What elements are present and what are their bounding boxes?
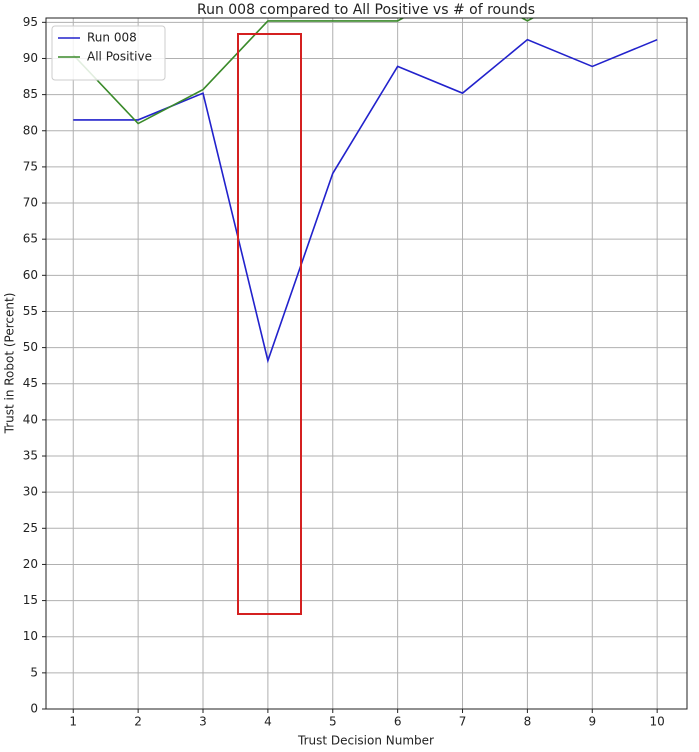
chart-title: Run 008 compared to All Positive vs # of… — [197, 2, 535, 18]
legend-label: All Positive — [87, 50, 152, 64]
x-tick-label: 6 — [394, 715, 402, 729]
x-tick-label: 8 — [524, 715, 532, 729]
series-line — [72, 18, 535, 125]
y-tick-label: 75 — [23, 159, 38, 173]
x-tick-label: 10 — [650, 715, 665, 729]
x-tick-label: 4 — [264, 715, 272, 729]
y-tick-label: 20 — [23, 557, 38, 571]
x-tick-label: 5 — [329, 715, 337, 729]
legend-label: Run 008 — [87, 31, 137, 45]
x-tick-label: 1 — [69, 715, 77, 729]
y-tick-label: 70 — [23, 196, 38, 210]
x-tick-label: 7 — [459, 715, 467, 729]
y-tick-label: 30 — [23, 485, 38, 499]
y-tick-label: 45 — [23, 376, 38, 390]
y-tick-label: 60 — [23, 268, 38, 282]
x-tick-label: 3 — [199, 715, 207, 729]
y-tick-label: 35 — [23, 449, 38, 463]
y-tick-label: 95 — [23, 15, 38, 29]
y-tick-label: 10 — [23, 629, 38, 643]
x-tick-label: 2 — [134, 715, 142, 729]
y-axis-label: Trust in Robot (Percent) — [3, 293, 17, 435]
y-tick-label: 90 — [23, 51, 38, 65]
y-tick-label: 80 — [23, 123, 38, 137]
y-tick-label: 0 — [30, 702, 38, 716]
y-tick-label: 85 — [23, 87, 38, 101]
y-tick-label: 65 — [23, 232, 38, 246]
y-tick-label: 25 — [23, 521, 38, 535]
legend-box — [51, 25, 166, 81]
x-axis-label: Trust Decision Number — [297, 734, 434, 748]
y-tick-label: 50 — [23, 340, 38, 354]
series-line — [73, 38, 658, 364]
y-tick-label: 40 — [23, 412, 38, 426]
x-tick-label: 9 — [588, 715, 596, 729]
y-tick-label: 15 — [23, 593, 38, 607]
plot-frame — [45, 17, 688, 710]
highlight-box — [237, 33, 302, 615]
y-tick-label: 55 — [23, 304, 38, 318]
y-tick-label: 5 — [30, 665, 38, 679]
